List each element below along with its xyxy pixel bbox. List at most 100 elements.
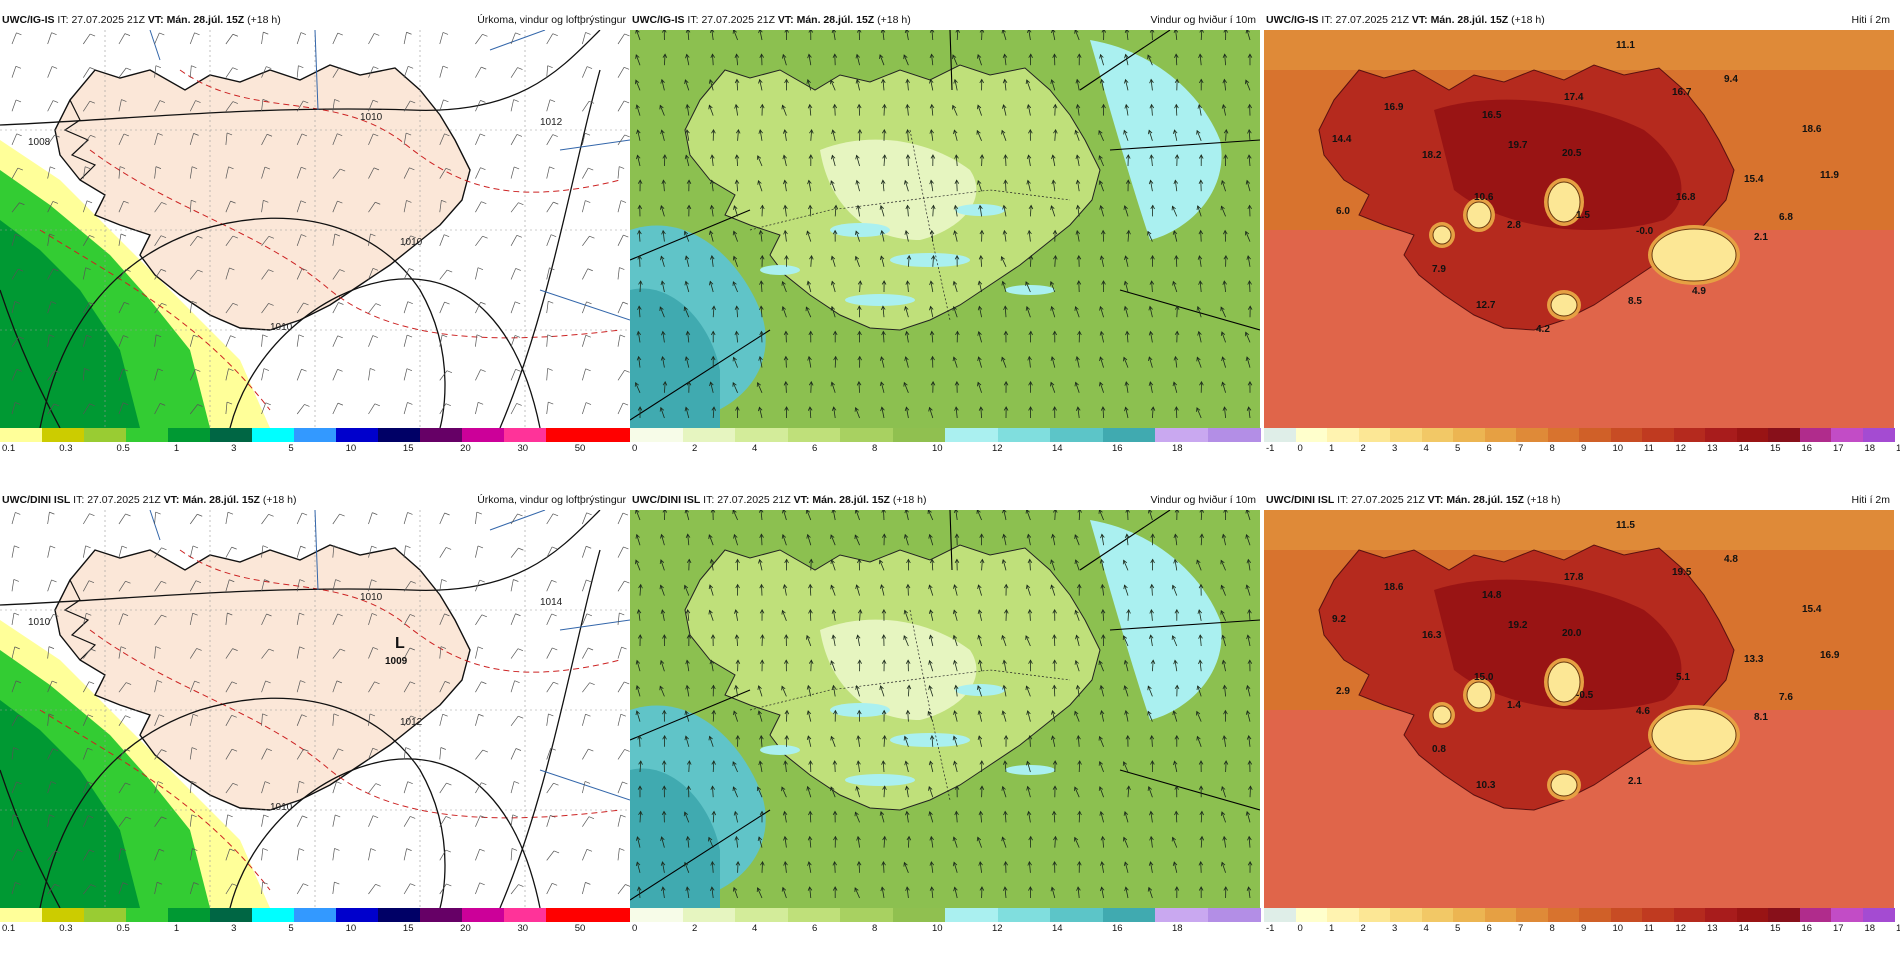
colorbar-swatch xyxy=(945,428,998,442)
product-title: Hiti í 2m xyxy=(1851,14,1890,26)
temperature-label: 7.6 xyxy=(1779,692,1793,703)
temperature-label: 19.7 xyxy=(1508,140,1528,151)
valid-time-value: Mán. 28.júl. 15Z xyxy=(797,14,875,26)
temperature-label: 8.5 xyxy=(1628,296,1642,307)
colorbar-swatch xyxy=(42,908,85,922)
lead-time: (+18 h) xyxy=(1527,494,1561,506)
colorbar-tick: 7 xyxy=(1518,443,1523,454)
model-name: UWC/DINI ISL xyxy=(1266,494,1334,506)
colorbar-swatch xyxy=(546,908,589,922)
colorbar-swatch xyxy=(210,908,253,922)
valid-time-label: VT: xyxy=(148,14,164,26)
colorbar-swatch xyxy=(630,428,683,442)
colorbar-tick: 10 xyxy=(346,443,357,454)
isobar-label: 1010 xyxy=(270,802,293,813)
colorbar-tick: 1 xyxy=(174,443,179,454)
colorbar-swatch xyxy=(210,428,253,442)
temperature-label: 18.6 xyxy=(1802,124,1822,135)
colorbar-swatch xyxy=(504,908,547,922)
temperature-label: 12.7 xyxy=(1476,300,1496,311)
colorbar: -10123456789101112131415161718192021 xyxy=(1264,428,1894,454)
temperature-label: -0.0 xyxy=(1636,226,1654,237)
valid-time-label: VT: xyxy=(164,494,180,506)
colorbar-swatch xyxy=(1737,908,1769,922)
temperature-label: 9.4 xyxy=(1724,74,1738,85)
model-name: UWC/IG-IS xyxy=(1266,14,1319,26)
colorbar-tick: 12 xyxy=(1676,923,1687,934)
colorbar-tick: 10 xyxy=(932,443,943,454)
product-title: Vindur og hviður í 10m xyxy=(1151,14,1256,26)
colorbar-swatch xyxy=(1103,908,1156,922)
valid-time-label: VT: xyxy=(794,494,810,506)
run-info: UWC/DINI ISL IT: 27.07.2025 21Z VT: Mán.… xyxy=(1266,494,1560,506)
colorbar-swatch xyxy=(840,908,893,922)
north-sea-temperature xyxy=(1264,510,1894,550)
temperature-label: 14.8 xyxy=(1482,590,1502,601)
colorbar-tick: 12 xyxy=(1676,443,1687,454)
colorbar-swatch xyxy=(1831,428,1863,442)
colorbar-tick: 10 xyxy=(932,923,943,934)
temperature-label: 11.9 xyxy=(1820,170,1839,181)
panel-header: UWC/DINI ISL IT: 27.07.2025 21Z VT: Mán.… xyxy=(630,490,1260,510)
temperature-label: 1.4 xyxy=(1507,700,1521,711)
colorbar-swatch xyxy=(1155,428,1208,442)
colorbar-swatch xyxy=(1863,908,1895,922)
colorbar-swatch xyxy=(84,428,127,442)
colorbar-tick: 11 xyxy=(1644,443,1654,454)
temperature-label: 0.8 xyxy=(1432,744,1446,755)
colorbar-swatch xyxy=(1642,428,1674,442)
colorbar-swatch xyxy=(1453,908,1485,922)
init-time-value: 27.07.2025 21Z xyxy=(1335,14,1409,26)
temperature-label: 4.8 xyxy=(1724,554,1738,565)
colorbar-tick: 2 xyxy=(1361,443,1366,454)
colorbar-swatch xyxy=(462,908,505,922)
isobar-label: 1012 xyxy=(540,117,563,128)
map-area xyxy=(630,510,1260,908)
colorbar-swatch xyxy=(420,428,463,442)
colorbar-tick: 0 xyxy=(1298,443,1303,454)
temperature-label: 11.1 xyxy=(1616,40,1635,51)
colorbar-swatch xyxy=(1579,908,1611,922)
isobar-label: 1010 xyxy=(270,322,293,333)
isobar-label: 1010 xyxy=(28,617,51,628)
colorbar-tick: 50 xyxy=(575,923,586,934)
colorbar-swatch xyxy=(893,908,946,922)
colorbar-tick: 30 xyxy=(517,923,528,934)
panel-header: UWC/IG-IS IT: 27.07.2025 21Z VT: Mán. 28… xyxy=(630,10,1260,30)
temperature-label: 16.9 xyxy=(1820,650,1840,661)
init-time-value: 27.07.2025 21Z xyxy=(71,14,145,26)
colorbar-tick: 13 xyxy=(1707,443,1718,454)
temperature-label: 14.4 xyxy=(1332,134,1352,145)
init-time-value: 27.07.2025 21Z xyxy=(87,494,161,506)
run-info: UWC/IG-IS IT: 27.07.2025 21Z VT: Mán. 28… xyxy=(632,14,911,26)
valid-time-label: VT: xyxy=(1412,14,1428,26)
temperature-label: 7.9 xyxy=(1432,264,1446,275)
colorbar-tick: 0.3 xyxy=(59,923,72,934)
colorbar-tick: 16 xyxy=(1112,923,1123,934)
forecast-panel-ig-wind: UWC/IG-IS IT: 27.07.2025 21Z VT: Mán. 28… xyxy=(630,10,1260,478)
panel-header: UWC/DINI ISL IT: 27.07.2025 21Z VT: Mán.… xyxy=(1264,490,1894,510)
colorbar-tick: 11 xyxy=(1644,923,1654,934)
colorbar-tick: 0.1 xyxy=(2,443,15,454)
temperature-label: 15.4 xyxy=(1744,174,1764,185)
colorbar-swatch xyxy=(1863,428,1895,442)
temperature-label: 10.3 xyxy=(1476,780,1496,791)
colorbar-swatch xyxy=(1208,908,1261,922)
colorbar-swatch xyxy=(1516,908,1548,922)
colorbar-tick: 8 xyxy=(872,443,877,454)
colorbar-tick: 0 xyxy=(632,923,637,934)
colorbar-tick: 20 xyxy=(460,923,471,934)
colorbar-tick: 4 xyxy=(752,443,757,454)
colorbar-swatch xyxy=(1422,428,1454,442)
isobar-label: 1010 xyxy=(360,112,383,123)
colorbar-tick: 4 xyxy=(1424,923,1429,934)
colorbar-tick: 3 xyxy=(231,443,236,454)
colorbar-tick: 15 xyxy=(403,443,414,454)
colorbar-swatch xyxy=(336,908,379,922)
